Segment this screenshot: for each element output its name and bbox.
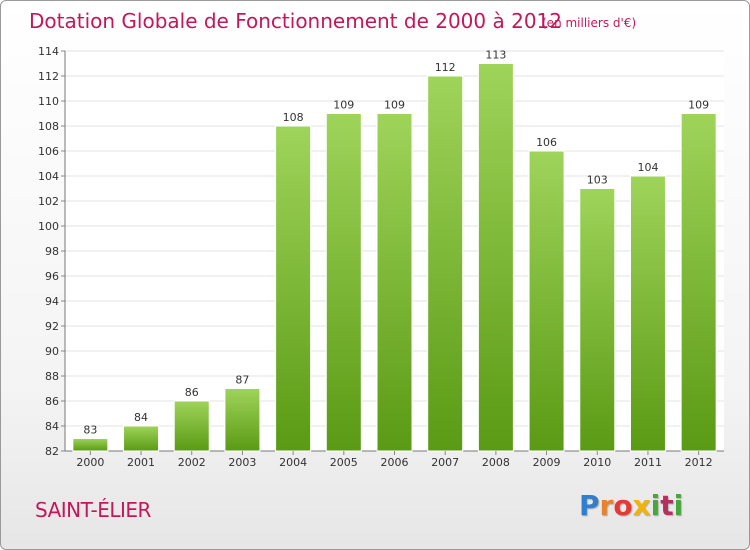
x-tick-label: 2011: [634, 456, 662, 469]
y-tick-label: 98: [45, 245, 59, 258]
data-label: 86: [185, 386, 199, 399]
data-label: 106: [536, 136, 557, 149]
bar: [629, 175, 666, 452]
x-tick-label: 2008: [482, 456, 510, 469]
logo-letter: t: [660, 489, 674, 522]
y-tick-label: 100: [38, 220, 59, 233]
y-tick-label: 82: [45, 445, 59, 458]
data-label: 113: [485, 49, 506, 62]
x-tick-label: 2003: [228, 456, 256, 469]
y-tick-label: 92: [45, 320, 59, 333]
logo-letter: o: [613, 489, 633, 522]
y-tick-label: 106: [38, 145, 59, 158]
data-label: 103: [587, 174, 608, 187]
y-tick-label: 102: [38, 195, 59, 208]
y-tick-label: 112: [38, 70, 59, 83]
x-tick-label: 2009: [533, 456, 561, 469]
chart-unit-note: (en milliers d'€): [542, 16, 637, 30]
x-tick-label: 2012: [685, 456, 713, 469]
bar: [325, 113, 362, 452]
logo-letter: x: [632, 489, 651, 522]
y-tick-label: 90: [45, 345, 59, 358]
data-label: 83: [83, 424, 97, 437]
data-label: 109: [384, 99, 405, 112]
bar: [376, 113, 413, 452]
bar: [224, 388, 261, 452]
bar: [72, 438, 109, 452]
y-tick-label: 88: [45, 370, 59, 383]
y-tick-label: 84: [45, 420, 59, 433]
y-tick-label: 96: [45, 270, 59, 283]
logo-letter: P: [579, 489, 600, 522]
x-tick-label: 2007: [431, 456, 459, 469]
data-label: 112: [435, 61, 456, 74]
data-label: 108: [283, 111, 304, 124]
bar: [477, 63, 514, 452]
chart-title: Dotation Globale de Fonctionnement de 20…: [29, 9, 562, 33]
bar: [123, 425, 160, 452]
y-tick-label: 104: [38, 170, 59, 183]
data-label: 87: [235, 374, 249, 387]
x-tick-label: 2004: [279, 456, 307, 469]
y-tick-label: 114: [38, 45, 59, 58]
bar: [275, 125, 312, 452]
logo-letter: r: [599, 489, 614, 522]
bar: [528, 150, 565, 452]
data-label: 104: [637, 161, 658, 174]
logo-letter: i: [650, 489, 661, 522]
x-tick-label: 2000: [76, 456, 104, 469]
x-tick-label: 2010: [583, 456, 611, 469]
y-tick-label: 108: [38, 120, 59, 133]
x-tick-label: 2001: [127, 456, 155, 469]
data-label: 84: [134, 411, 148, 424]
y-tick-label: 94: [45, 295, 59, 308]
data-label: 109: [333, 99, 354, 112]
x-tick-label: 2006: [381, 456, 409, 469]
commune-name: SAINT-ÉLIER: [35, 498, 151, 522]
x-tick-label: 2002: [178, 456, 206, 469]
bar: [427, 75, 464, 452]
bar: [579, 188, 616, 452]
data-label: 109: [688, 99, 709, 112]
bar: [680, 113, 717, 452]
proxiti-logo: Proxiti: [579, 489, 683, 522]
logo-letter: i: [673, 489, 684, 522]
y-tick-label: 110: [38, 95, 59, 108]
x-tick-label: 2005: [330, 456, 358, 469]
bar: [173, 400, 210, 452]
y-tick-label: 86: [45, 395, 59, 408]
